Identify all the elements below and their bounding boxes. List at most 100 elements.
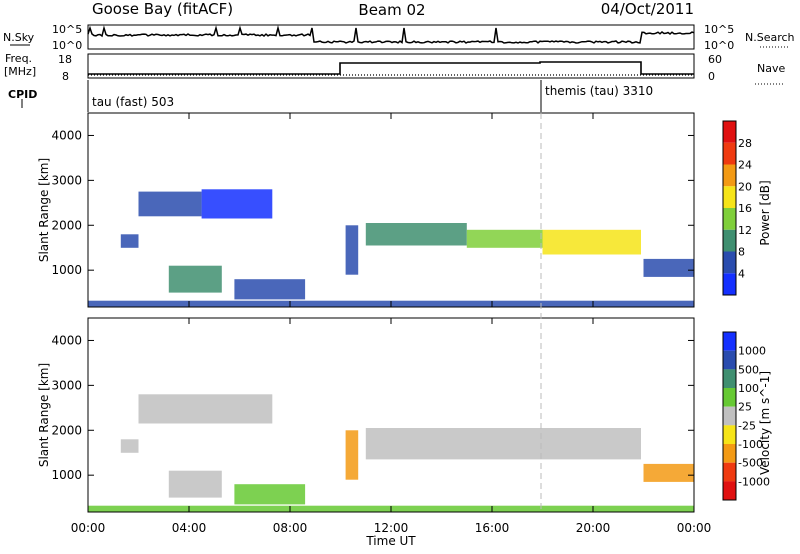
power-colorbar-swatch (723, 273, 736, 296)
x-tick-label: 00:00 (677, 521, 712, 535)
power-colorbar-tick-label: 8 (738, 246, 745, 259)
velocity-colorbar-swatch (723, 369, 736, 388)
power-y-tick-label: 1000 (51, 263, 82, 277)
freq-panel-frame (87, 53, 695, 79)
power-y-axis: 1000 2000 3000 4000 (51, 128, 694, 277)
velocity-colorbar-swatch (723, 462, 736, 482)
power-ylabel: Slant Range [km] (37, 158, 51, 262)
velocity-colorbar-swatch (723, 406, 736, 426)
velocity-colorbar: 1000 500 100 25 -25 -100 -500 -1000 (722, 331, 770, 501)
velocity-echo-region (120, 439, 139, 453)
x-axis-label: Time UT (365, 534, 416, 548)
velocity-colorbar-tick-label: 1000 (738, 345, 766, 358)
power-echo-region (542, 229, 641, 255)
velocity-colorbar-tick-label: -25 (738, 419, 756, 432)
velocity-colorbar-swatch (723, 481, 736, 500)
velocity-colorbar-tick-label: 500 (738, 363, 759, 376)
cpid-label: CPID (8, 88, 37, 101)
x-tick-label: 08:00 (273, 521, 308, 535)
velocity-echo-region (643, 463, 694, 482)
velocity-colorbar-swatch (723, 425, 736, 444)
velocity-y-tick-label: 2000 (51, 423, 82, 437)
nsky-label: N.Sky (3, 31, 35, 44)
power-colorbar-swatch (723, 229, 736, 252)
power-echo-region (365, 223, 467, 246)
velocity-colorbar-swatch (723, 444, 736, 463)
power-colorbar-tick-label: 16 (738, 202, 752, 215)
x-tick-label: 00:00 (71, 521, 106, 535)
nsky-panel-frame (87, 24, 695, 50)
power-echo-region (643, 258, 694, 277)
velocity-colorbar-swatch (723, 388, 736, 407)
velocity-colorbar-label: Velocity [m s^-1] (758, 371, 772, 475)
power-echo-region (234, 279, 306, 300)
velocity-colorbar-tick-label: -1000 (738, 475, 770, 488)
velocity-ylabel: Slant Range [km] (37, 363, 51, 467)
power-colorbar-swatch (723, 142, 736, 165)
nsearch-tick-bottom: 10^0 (704, 39, 734, 52)
power-colorbar-frame (722, 120, 737, 296)
cpid-mode-1: tau (fast) 503 (92, 95, 174, 109)
velocity-colorbar-tick-label: -100 (738, 438, 763, 451)
power-colorbar-swatch (723, 251, 736, 274)
velocity-y-axis: 1000 2000 3000 4000 (51, 333, 694, 482)
velocity-echo-region (234, 484, 306, 505)
velocity-echo-region (138, 394, 273, 424)
x-tick-label: 16:00 (475, 521, 510, 535)
power-echo-region (168, 265, 222, 293)
velocity-y-tick-label: 4000 (51, 333, 82, 347)
x-tick-label: 20:00 (576, 521, 611, 535)
power-echo-region (201, 189, 273, 219)
power-colorbar-tick-label: 12 (738, 224, 752, 237)
power-echo-region (345, 225, 359, 275)
power-colorbar-swatch (723, 208, 736, 230)
power-echo-region (466, 229, 543, 248)
nsky-tick-top: 10^5 (52, 23, 82, 36)
x-tick-label: 12:00 (374, 521, 409, 535)
power-colorbar-swatch (723, 186, 736, 209)
beam-title: Beam 02 (358, 1, 425, 19)
x-tick-label: 04:00 (172, 521, 207, 535)
nsky-tick-bottom: 10^0 (52, 39, 82, 52)
power-colorbar-tick-label: 4 (738, 267, 745, 280)
date-title: 04/Oct/2011 (601, 0, 694, 18)
station-title: Goose Bay (fitACF) (92, 0, 233, 18)
freq-trace (88, 61, 694, 75)
freq-tick-top: 18 (58, 53, 72, 66)
power-echo-region (138, 191, 202, 217)
velocity-y-tick-label: 3000 (51, 378, 82, 392)
freq-label: Freq. (5, 52, 32, 65)
time-axis: 00:00 04:00 08:00 12:00 16:00 20:00 00:00 (71, 113, 712, 535)
freq-tick-bottom: 8 (62, 70, 69, 83)
cpid-mode-2: themis (tau) 3310 (545, 84, 653, 98)
velocity-y-tick-label: 1000 (51, 468, 82, 482)
velocity-echoes (88, 394, 694, 512)
power-y-tick-label: 4000 (51, 128, 82, 142)
velocity-colorbar-tick-label: 25 (738, 401, 752, 414)
velocity-colorbar-tick-label: -500 (738, 457, 763, 470)
power-colorbar-label: Power [dB] (758, 180, 772, 245)
velocity-colorbar-swatch (723, 332, 736, 351)
nsky-trace (87, 25, 695, 44)
velocity-colorbar-tick-label: 100 (738, 382, 759, 395)
freq-unit: [MHz] (4, 65, 36, 78)
power-colorbar-tick-label: 24 (738, 159, 752, 172)
nave-tick-bottom: 0 (708, 70, 715, 83)
velocity-colorbar-swatch (723, 350, 736, 370)
nave-tick-top: 60 (708, 53, 722, 66)
power-colorbar-swatch (723, 121, 736, 143)
power-colorbar-tick-label: 28 (738, 137, 752, 150)
power-colorbar-tick-label: 20 (738, 180, 752, 193)
nsearch-label: N.Search (745, 31, 795, 44)
power-echoes (88, 189, 694, 307)
velocity-echo-region (365, 428, 641, 460)
velocity-echo-region (345, 430, 359, 480)
power-echo-region (120, 234, 139, 248)
power-colorbar: 4 8 12 16 20 24 28 (722, 120, 752, 296)
velocity-echo-region (168, 470, 222, 498)
power-y-tick-label: 3000 (51, 173, 82, 187)
velocity-colorbar-frame (722, 331, 737, 501)
power-colorbar-swatch (723, 164, 736, 187)
power-y-tick-label: 2000 (51, 218, 82, 232)
